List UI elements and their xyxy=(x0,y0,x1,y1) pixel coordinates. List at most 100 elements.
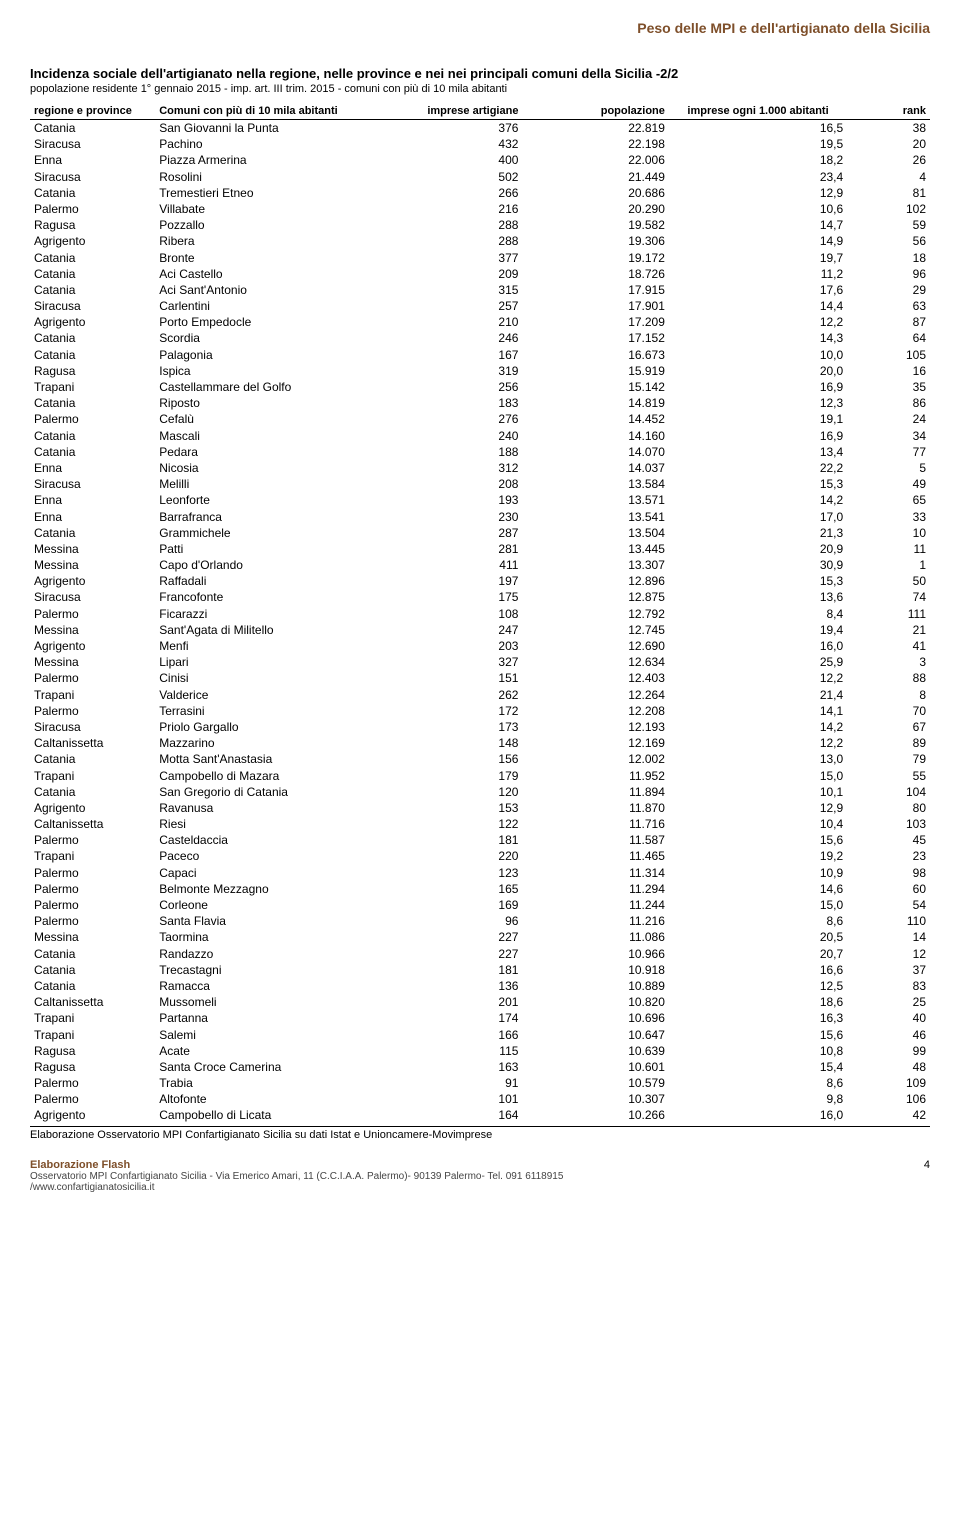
table-cell: 14 xyxy=(847,929,930,945)
table-cell: 46 xyxy=(847,1027,930,1043)
table-cell: 173 xyxy=(376,719,522,735)
table-row: PalermoVillabate21620.29010,6102 xyxy=(30,201,930,217)
table-cell: Trapani xyxy=(30,848,155,864)
table-cell: 18.726 xyxy=(522,266,668,282)
table-cell: Menfi xyxy=(155,638,376,654)
table-cell: Catania xyxy=(30,120,155,137)
table-cell: 432 xyxy=(376,136,522,152)
table-cell: Messina xyxy=(30,654,155,670)
table-cell: Campobello di Mazara xyxy=(155,768,376,784)
table-row: RagusaSanta Croce Camerina16310.60115,44… xyxy=(30,1059,930,1075)
table-cell: 16.673 xyxy=(522,347,668,363)
table-cell: 19,7 xyxy=(669,250,847,266)
table-cell: Palagonia xyxy=(155,347,376,363)
table-cell: Belmonte Mezzagno xyxy=(155,881,376,897)
table-cell: Palermo xyxy=(30,411,155,427)
table-cell: Agrigento xyxy=(30,1107,155,1123)
table-cell: Messina xyxy=(30,541,155,557)
table-cell: 14,1 xyxy=(669,703,847,719)
table-cell: 210 xyxy=(376,314,522,330)
table-cell: 17,6 xyxy=(669,282,847,298)
table-cell: Piazza Armerina xyxy=(155,152,376,168)
table-cell: Catania xyxy=(30,946,155,962)
table-cell: 246 xyxy=(376,330,522,346)
table-cell: 15,6 xyxy=(669,1027,847,1043)
page-title: Peso delle MPI e dell'artigianato della … xyxy=(30,20,930,36)
table-cell: 12.264 xyxy=(522,687,668,703)
table-cell: Altofonte xyxy=(155,1091,376,1107)
table-cell: 11.244 xyxy=(522,897,668,913)
table-cell: 22.198 xyxy=(522,136,668,152)
table-row: RagusaIspica31915.91920,016 xyxy=(30,363,930,379)
data-table: regione e province Comuni con più di 10 … xyxy=(30,103,930,1124)
table-cell: 15,4 xyxy=(669,1059,847,1075)
table-cell: 256 xyxy=(376,379,522,395)
table-cell: Caltanissetta xyxy=(30,735,155,751)
table-title: Incidenza sociale dell'artigianato nella… xyxy=(30,66,930,81)
table-cell: 15,3 xyxy=(669,573,847,589)
table-row: TrapaniPartanna17410.69616,340 xyxy=(30,1010,930,1026)
table-cell: Palermo xyxy=(30,670,155,686)
table-cell: 181 xyxy=(376,832,522,848)
table-row: EnnaNicosia31214.03722,25 xyxy=(30,460,930,476)
table-cell: 19.582 xyxy=(522,217,668,233)
table-cell: Messina xyxy=(30,622,155,638)
table-cell: 197 xyxy=(376,573,522,589)
table-cell: 17.901 xyxy=(522,298,668,314)
table-cell: Carlentini xyxy=(155,298,376,314)
table-cell: 91 xyxy=(376,1075,522,1091)
table-cell: 20.686 xyxy=(522,185,668,201)
table-cell: Ragusa xyxy=(30,1059,155,1075)
table-row: CaltanissettaRiesi12211.71610,4103 xyxy=(30,816,930,832)
table-cell: 80 xyxy=(847,800,930,816)
table-cell: 13,0 xyxy=(669,751,847,767)
table-cell: 502 xyxy=(376,169,522,185)
table-cell: 3 xyxy=(847,654,930,670)
table-cell: Catania xyxy=(30,347,155,363)
table-cell: 11.952 xyxy=(522,768,668,784)
table-cell: 10,0 xyxy=(669,347,847,363)
table-cell: Cinisi xyxy=(155,670,376,686)
table-cell: 166 xyxy=(376,1027,522,1043)
table-cell: 11,2 xyxy=(669,266,847,282)
footer-elab: Elaborazione Flash xyxy=(30,1159,930,1171)
table-cell: 23,4 xyxy=(669,169,847,185)
table-cell: 16,9 xyxy=(669,428,847,444)
table-cell: Agrigento xyxy=(30,573,155,589)
table-row: CataniaPedara18814.07013,477 xyxy=(30,444,930,460)
table-cell: 411 xyxy=(376,557,522,573)
table-cell: Messina xyxy=(30,557,155,573)
th-imprese-ogni: imprese ogni 1.000 abitanti xyxy=(669,103,847,120)
table-cell: Siracusa xyxy=(30,476,155,492)
table-cell: Partanna xyxy=(155,1010,376,1026)
table-cell: 22.006 xyxy=(522,152,668,168)
table-cell: Catania xyxy=(30,266,155,282)
table-cell: 14,2 xyxy=(669,719,847,735)
table-cell: 42 xyxy=(847,1107,930,1123)
table-cell: Palermo xyxy=(30,606,155,622)
table-cell: Corleone xyxy=(155,897,376,913)
table-cell: Catania xyxy=(30,185,155,201)
table-cell: 247 xyxy=(376,622,522,638)
table-cell: 67 xyxy=(847,719,930,735)
table-cell: Grammichele xyxy=(155,525,376,541)
table-cell: 55 xyxy=(847,768,930,784)
table-cell: 208 xyxy=(376,476,522,492)
table-cell: 230 xyxy=(376,509,522,525)
table-cell: 103 xyxy=(847,816,930,832)
table-cell: Catania xyxy=(30,751,155,767)
table-cell: 10.966 xyxy=(522,946,668,962)
table-cell: 12,2 xyxy=(669,314,847,330)
table-row: RagusaPozzallo28819.58214,759 xyxy=(30,217,930,233)
table-cell: 19.306 xyxy=(522,233,668,249)
table-cell: 48 xyxy=(847,1059,930,1075)
table-row: CataniaSan Gregorio di Catania12011.8941… xyxy=(30,784,930,800)
footer: Elaborazione Flash Osservatorio MPI Conf… xyxy=(30,1159,930,1193)
table-row: SiracusaRosolini50221.44923,44 xyxy=(30,169,930,185)
table-cell: Siracusa xyxy=(30,136,155,152)
table-row: AgrigentoPorto Empedocle21017.20912,287 xyxy=(30,314,930,330)
table-cell: Catania xyxy=(30,784,155,800)
table-row: TrapaniPaceco22011.46519,223 xyxy=(30,848,930,864)
table-cell: 99 xyxy=(847,1043,930,1059)
table-cell: Patti xyxy=(155,541,376,557)
